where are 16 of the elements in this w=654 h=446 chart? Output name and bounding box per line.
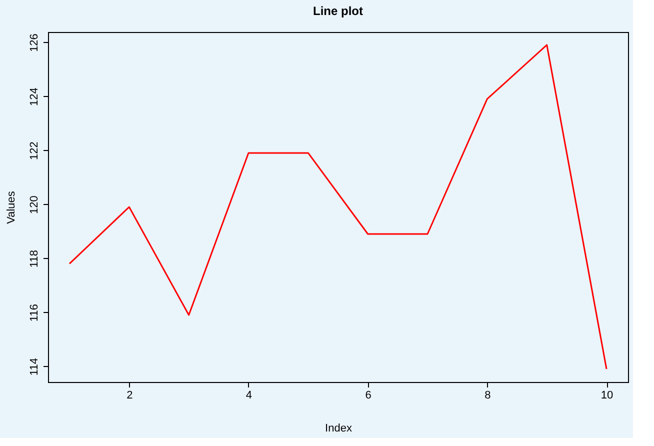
y-tick-label: 126: [28, 34, 40, 52]
x-axis-title: Index: [325, 422, 352, 434]
y-tick-label: 116: [28, 304, 40, 322]
line-series: [68, 44, 608, 370]
x-tick-label: 10: [600, 390, 614, 402]
x-tick-label: 6: [365, 390, 372, 402]
y-tick-label: 124: [28, 88, 40, 106]
x-tick-label: 2: [126, 390, 133, 402]
y-axis-title: Values: [6, 190, 18, 224]
chart-title: Line plot: [313, 4, 363, 18]
y-tick-label: 118: [28, 250, 40, 268]
y-tick-label: 114: [28, 358, 40, 376]
x-tick-label: 8: [484, 390, 491, 402]
y-tick-label: 122: [28, 142, 40, 160]
x-tick-label: 4: [246, 390, 252, 402]
y-tick-label: 120: [28, 196, 40, 214]
